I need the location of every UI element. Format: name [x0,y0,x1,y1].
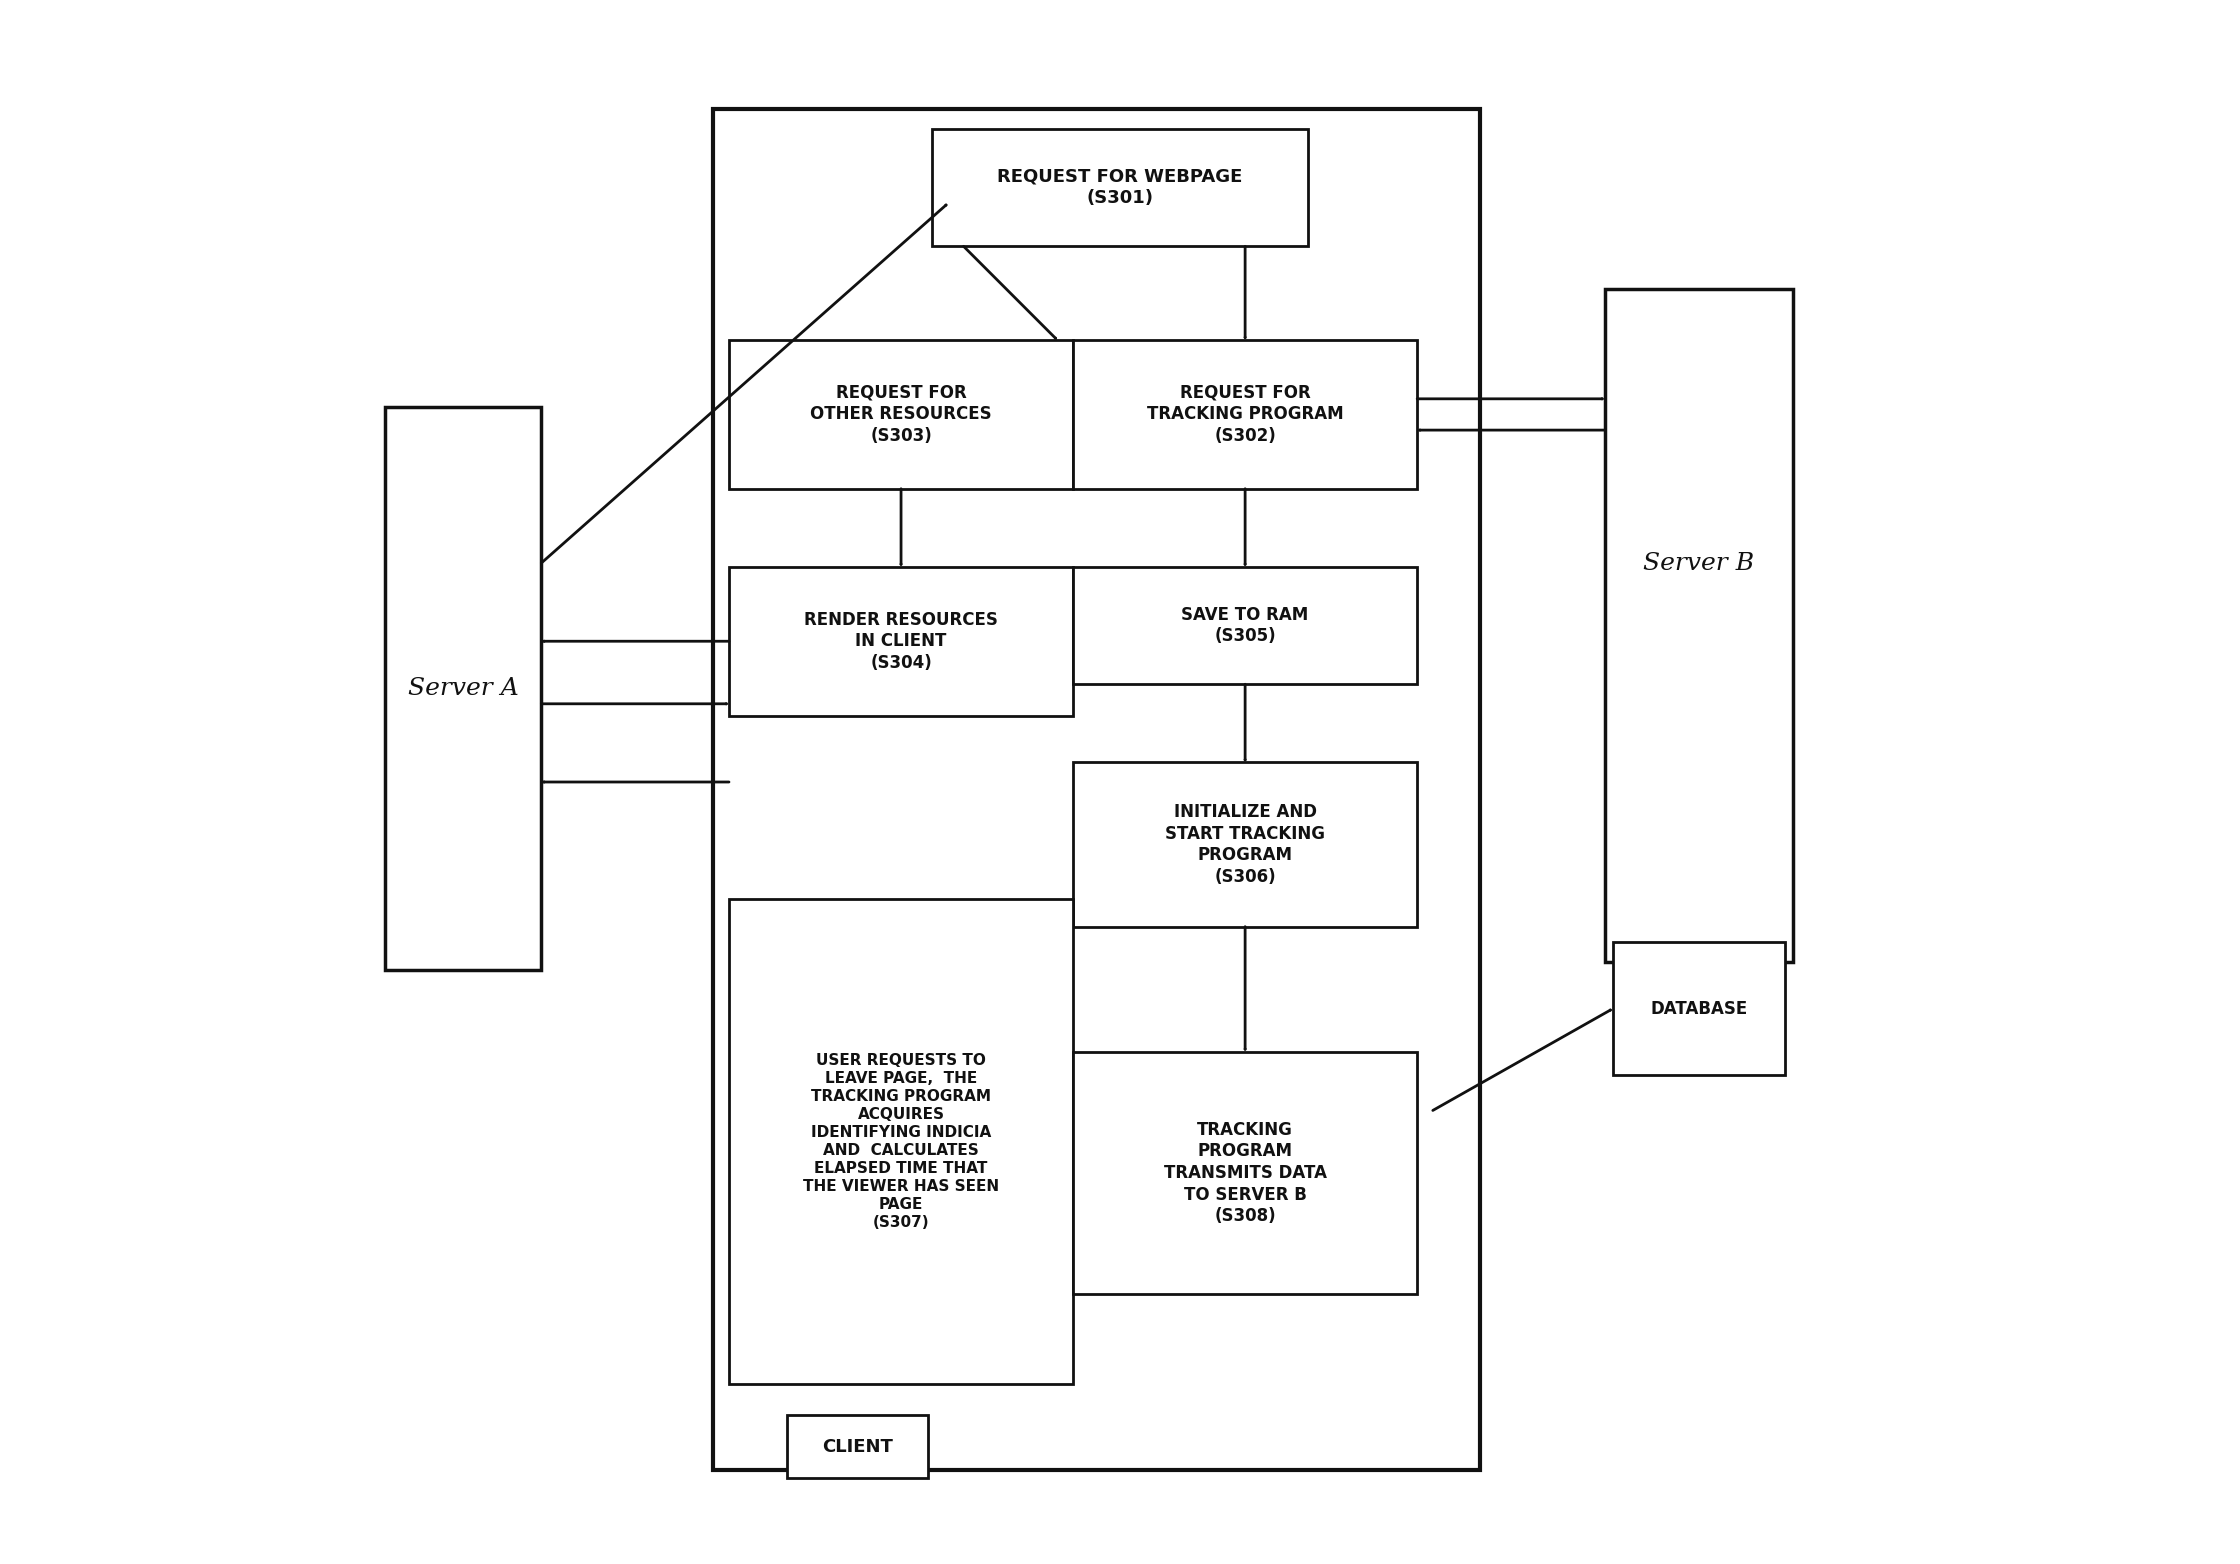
Text: USER REQUESTS TO
LEAVE PAGE,  THE
TRACKING PROGRAM
ACQUIRES
IDENTIFYING INDICIA
: USER REQUESTS TO LEAVE PAGE, THE TRACKIN… [802,1053,999,1231]
Text: RENDER RESOURCES
IN CLIENT
(S304): RENDER RESOURCES IN CLIENT (S304) [804,610,999,673]
Bar [1604,289,1792,962]
Text: TRACKING
PROGRAM
TRANSMITS DATA
TO SERVER B
(S308): TRACKING PROGRAM TRANSMITS DATA TO SERVE… [1163,1121,1326,1225]
Bar [385,407,542,970]
Text: REQUEST FOR WEBPAGE
(S301): REQUEST FOR WEBPAGE (S301) [997,167,1243,208]
Bar [1073,566,1418,685]
Bar [712,109,1481,1470]
Bar [728,899,1073,1384]
Bar [728,341,1073,488]
Text: INITIALIZE AND
START TRACKING
PROGRAM
(S306): INITIALIZE AND START TRACKING PROGRAM (S… [1165,804,1326,885]
Bar [728,566,1073,715]
Text: CLIENT: CLIENT [822,1437,894,1456]
Bar [786,1415,927,1478]
Bar [1073,1051,1418,1295]
Bar [932,128,1308,246]
Text: REQUEST FOR
OTHER RESOURCES
(S303): REQUEST FOR OTHER RESOURCES (S303) [811,383,992,446]
Text: Server B: Server B [1644,552,1754,574]
Text: DATABASE: DATABASE [1651,999,1747,1018]
Text: SAVE TO RAM
(S305): SAVE TO RAM (S305) [1180,605,1308,646]
Text: Server A: Server A [408,677,517,699]
Bar [1613,942,1785,1076]
Bar [1073,762,1418,926]
Text: REQUEST FOR
TRACKING PROGRAM
(S302): REQUEST FOR TRACKING PROGRAM (S302) [1147,383,1344,446]
Bar [1073,341,1418,488]
